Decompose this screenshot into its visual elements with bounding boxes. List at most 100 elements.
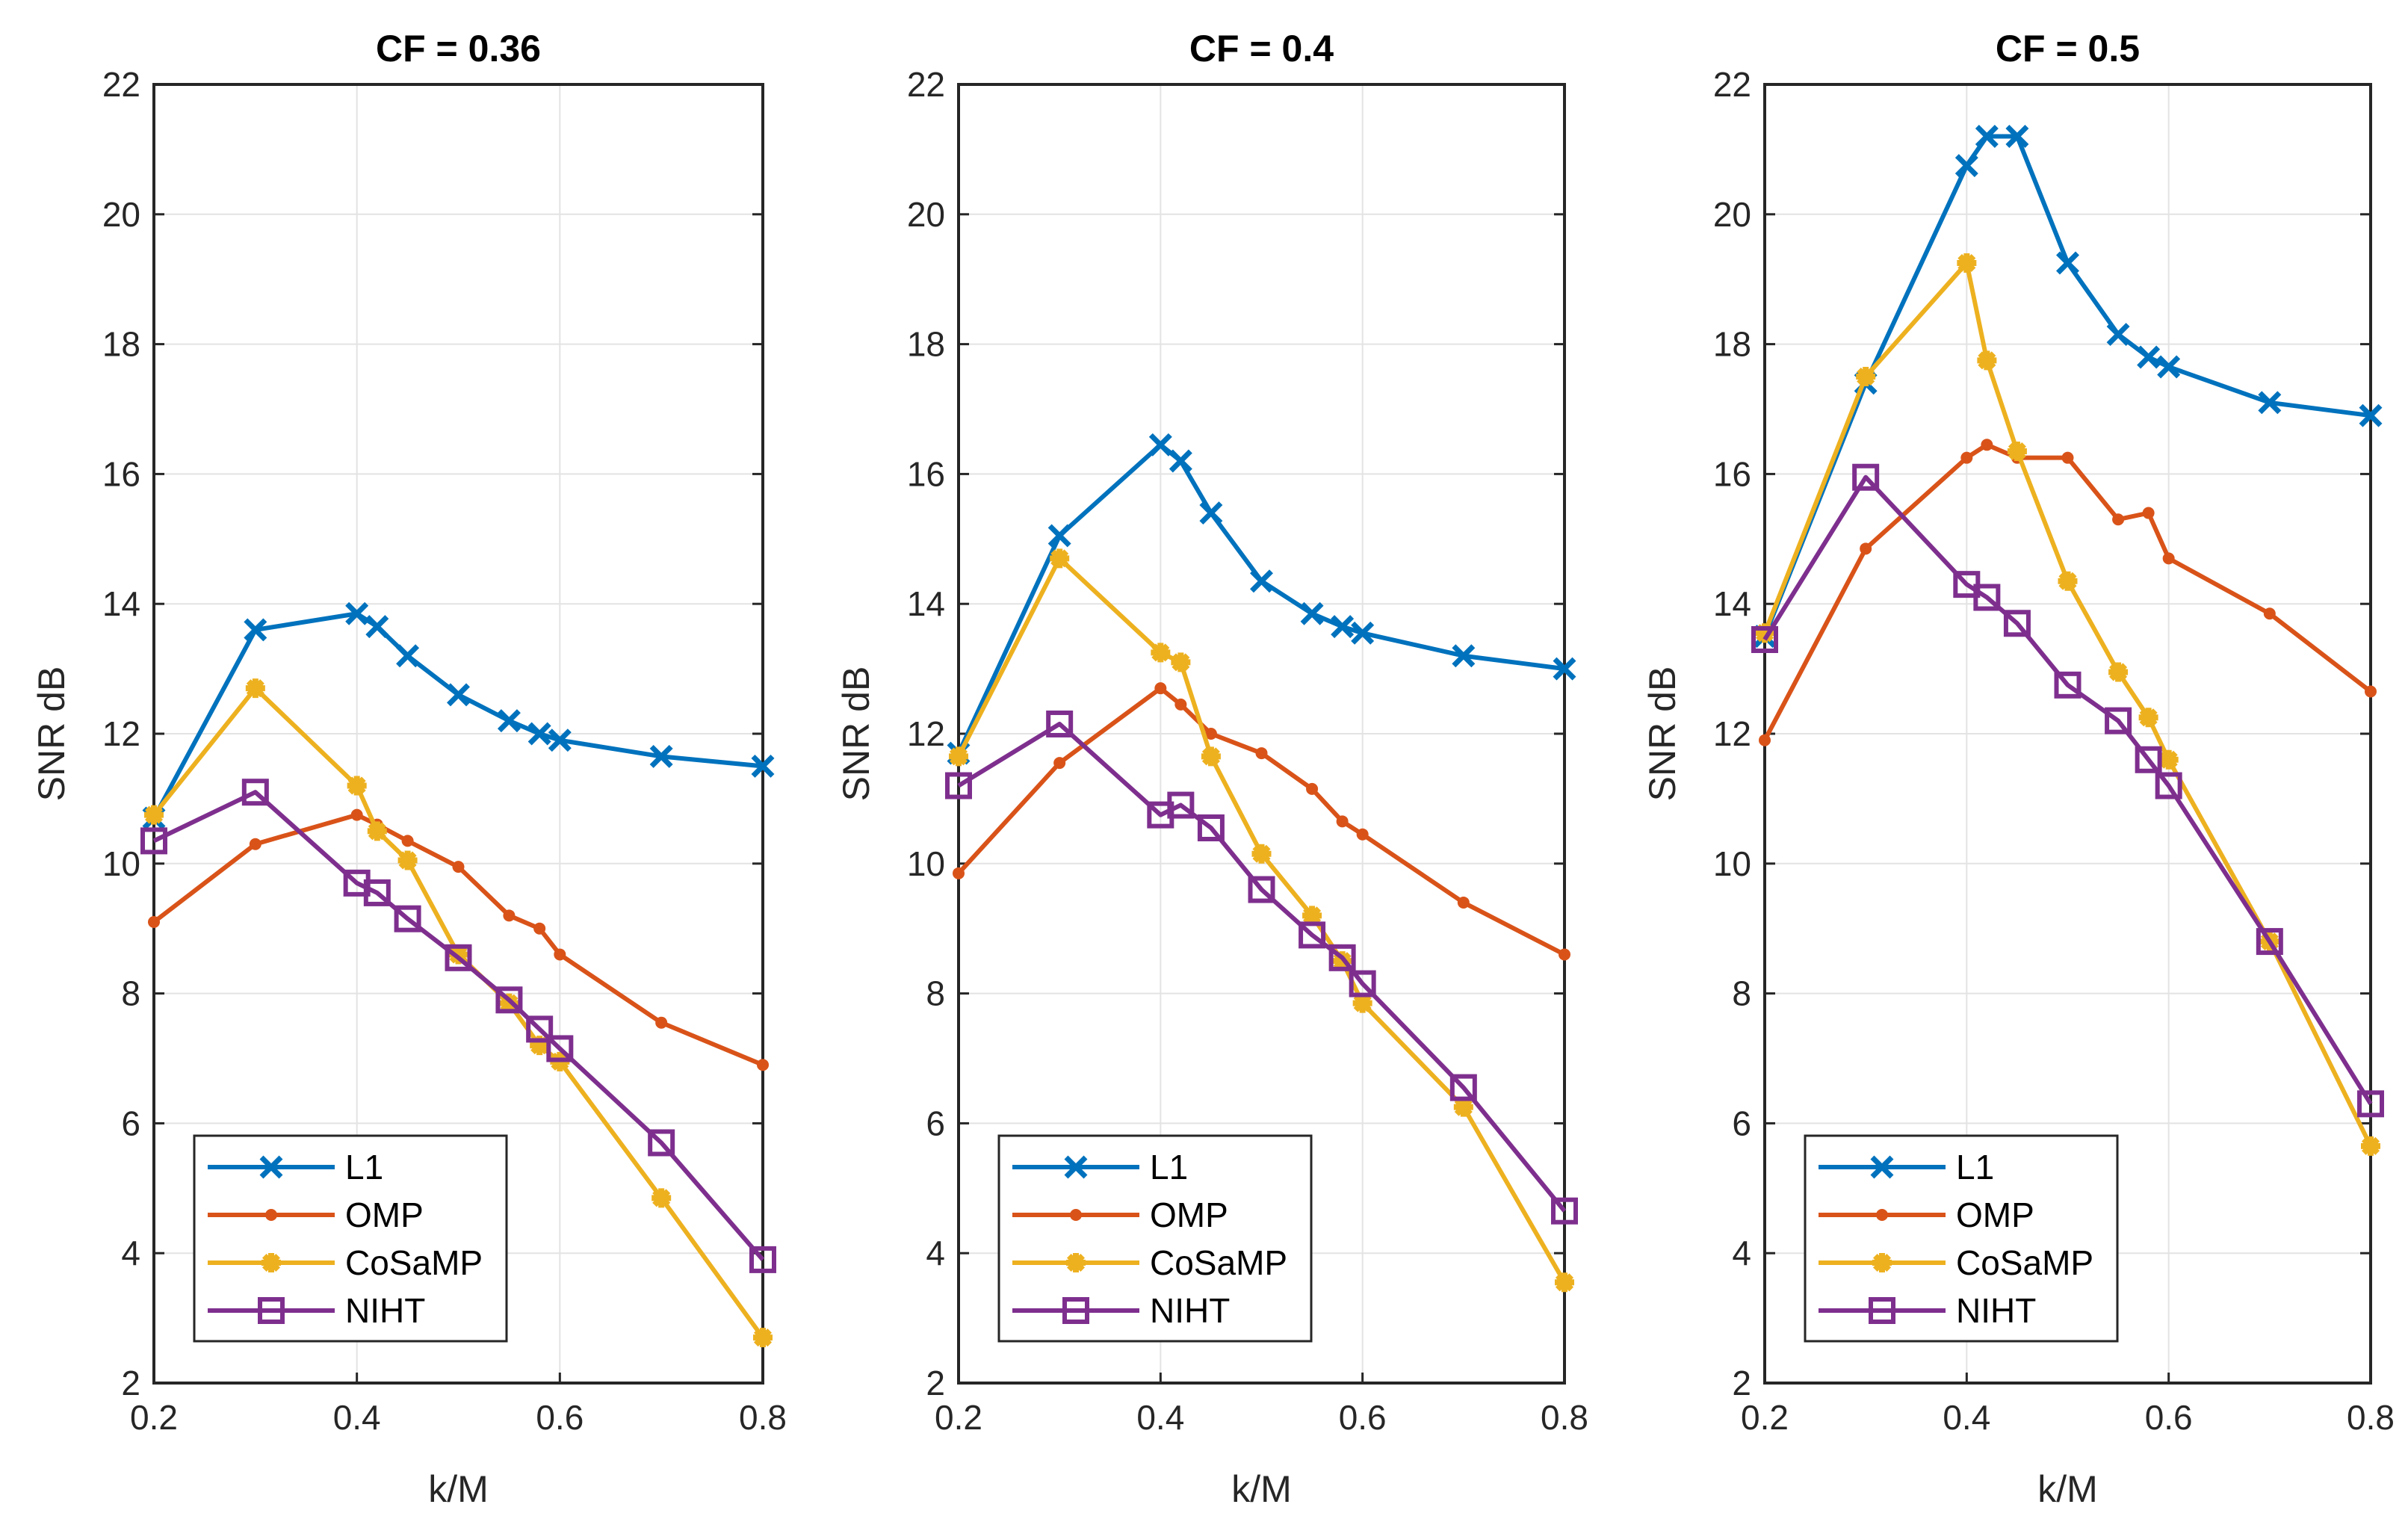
legend-label: L1 <box>1956 1148 1994 1187</box>
x-tick-label: 0.2 <box>1741 1398 1789 1437</box>
data-point-marker <box>1559 948 1570 961</box>
y-axis-label: SNR dB <box>835 666 877 802</box>
x-tick-label: 0.2 <box>130 1398 178 1437</box>
data-point-marker <box>1555 1272 1574 1293</box>
legend-label: CoSaMP <box>345 1243 483 1282</box>
data-point-marker <box>1300 601 1324 625</box>
data-point-marker <box>1299 921 1326 949</box>
series-l1 <box>1753 125 2383 649</box>
data-point-marker <box>753 1328 773 1348</box>
legend-label: NIHT <box>345 1291 425 1330</box>
data-point-marker <box>445 944 472 971</box>
y-tick-label: 22 <box>1713 65 1751 104</box>
legend: L1 OMP CoSaMP NIHT <box>1804 1134 2119 1343</box>
y-tick-label: 16 <box>102 454 140 493</box>
data-point-marker <box>1352 993 1372 1013</box>
y-tick-label: 2 <box>926 1364 945 1402</box>
data-point-marker <box>945 772 972 799</box>
legend: L1 OMP CoSaMP NIHT <box>193 1134 508 1343</box>
y-tick-label: 10 <box>1713 844 1751 883</box>
data-point-marker <box>1977 350 1997 371</box>
data-point-marker <box>499 993 519 1013</box>
data-point-marker <box>546 1035 574 1062</box>
data-point-marker <box>350 808 363 821</box>
data-point-marker <box>2157 355 2181 379</box>
data-point-marker <box>2155 772 2182 799</box>
x-tick-label: 0.6 <box>536 1398 584 1437</box>
data-point-marker <box>2142 507 2155 519</box>
data-point-marker <box>397 850 418 870</box>
legend-label: CoSaMP <box>1150 1243 1287 1282</box>
x-tick-label: 0.6 <box>1339 1398 1387 1437</box>
data-point-marker <box>2112 513 2125 526</box>
x-tick-label: 0.4 <box>333 1398 381 1437</box>
series-line <box>1762 474 2373 1105</box>
series-niht <box>140 779 776 1273</box>
legend-label: CoSaMP <box>1956 1243 2093 1282</box>
y-tick-label: 12 <box>907 714 945 753</box>
data-point-marker <box>1336 815 1349 828</box>
subplot-1: 2 4 6 8 10 12 14 16 18 20 22 0.2 0.4 0.6 0.8 CF = 0.36 k… <box>31 28 787 1510</box>
data-point-marker <box>363 879 391 906</box>
legend: L1 OMP CoSaMP NIHT <box>997 1134 1313 1343</box>
data-point-marker <box>2005 125 2029 148</box>
x-tick-label: 0.4 <box>1136 1398 1184 1437</box>
data-point-marker <box>1356 828 1369 841</box>
x-axis-label: k/M <box>428 1468 489 1510</box>
axes-box <box>152 83 764 1385</box>
data-point-marker <box>241 779 269 806</box>
data-point-marker <box>530 1036 550 1056</box>
data-point-marker <box>448 944 468 965</box>
data-point-marker <box>394 905 421 932</box>
series-line <box>152 790 765 1261</box>
y-tick-label: 2 <box>1732 1364 1751 1402</box>
y-tick-label: 12 <box>102 714 140 753</box>
data-point-marker <box>1047 524 1071 548</box>
data-point-marker <box>1452 644 1476 668</box>
data-point-marker <box>1255 747 1268 760</box>
y-tick-label: 6 <box>1732 1104 1751 1142</box>
data-point-marker <box>949 746 968 767</box>
data-point-marker <box>347 776 367 796</box>
data-point-marker <box>1981 439 1993 451</box>
x-tick-label: 0.2 <box>935 1398 982 1437</box>
series-cosamp <box>1755 253 2380 1156</box>
series-l1 <box>947 433 1576 765</box>
data-point-marker <box>2061 451 2074 464</box>
data-point-marker <box>2108 662 2129 682</box>
data-point-marker <box>554 948 566 961</box>
series-cosamp <box>949 548 1574 1293</box>
data-point-marker <box>447 683 470 707</box>
data-point-marker <box>1960 451 1973 464</box>
data-point-marker <box>1154 682 1167 695</box>
data-point-marker <box>1174 698 1187 711</box>
data-point-marker <box>1856 367 1876 387</box>
data-point-marker <box>140 827 167 855</box>
data-point-marker <box>148 916 160 929</box>
data-point-marker <box>1751 625 1778 653</box>
data-point-marker <box>2135 746 2162 773</box>
y-tick-label: 6 <box>926 1104 945 1142</box>
y-tick-label: 20 <box>1713 195 1751 234</box>
x-tick-label: 0.8 <box>739 1398 787 1437</box>
x-tick-label: 0.8 <box>2347 1398 2395 1437</box>
data-point-marker <box>1852 463 1880 491</box>
y-tick-label: 12 <box>1713 714 1751 753</box>
y-tick-label: 18 <box>1713 325 1751 364</box>
subplot-2: 2 4 6 8 10 12 14 16 18 20 22 0.2 0.4 0.6 0.8 CF = 0.4 k/… <box>835 28 1588 1510</box>
y-tick-label: 6 <box>121 1104 140 1142</box>
series-niht <box>1751 463 2384 1118</box>
legend-label: NIHT <box>1956 1291 2036 1330</box>
y-tick-label: 20 <box>907 195 945 234</box>
data-point-marker <box>2162 552 2175 565</box>
data-point-marker <box>495 986 523 1014</box>
legend-label: OMP <box>1956 1195 2034 1234</box>
data-point-marker <box>365 615 389 639</box>
data-point-marker <box>1199 501 1223 525</box>
data-point-marker <box>749 1246 776 1273</box>
legend-marker-omp <box>265 1209 277 1221</box>
data-point-marker <box>1331 615 1355 639</box>
data-point-marker <box>2359 403 2383 427</box>
series-line <box>1762 134 2371 637</box>
